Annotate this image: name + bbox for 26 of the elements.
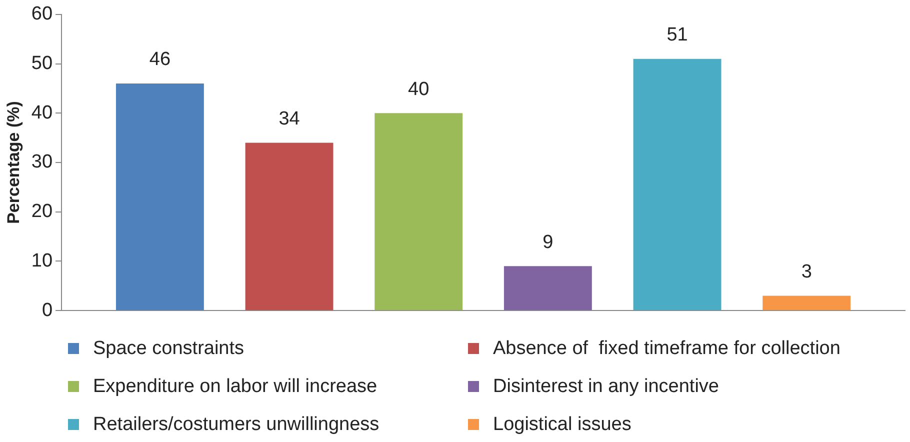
bar (374, 113, 463, 310)
legend-label: Absence of fixed timeframe for collection (493, 338, 840, 360)
y-tick-label: 50 (31, 53, 53, 74)
data-label: 9 (542, 232, 554, 253)
data-label: 51 (666, 24, 688, 46)
y-tick-label: 0 (42, 300, 53, 321)
y-tick-label: 40 (31, 102, 53, 124)
bar (116, 84, 204, 310)
y-axis-title: Percentage (%) (4, 101, 23, 224)
bar (762, 296, 851, 310)
data-label: 3 (801, 262, 812, 283)
bar (245, 142, 334, 310)
legend-label: Logistical issues (493, 414, 632, 436)
data-label: 40 (408, 78, 430, 100)
legend-label: Space constraints (93, 338, 244, 360)
y-tick-label: 60 (31, 4, 53, 25)
legend-label: Retailers/costumers unwillingness (93, 414, 380, 436)
bar (504, 266, 592, 310)
y-tick-label: 10 (31, 250, 53, 272)
y-tick-label: 30 (31, 152, 53, 173)
data-label: 46 (149, 49, 171, 70)
y-tick-label: 20 (31, 201, 53, 222)
legend-label: Disinterest in any incentive (493, 376, 719, 398)
legend-label: Expenditure on labor will increase (93, 376, 378, 398)
data-label: 34 (278, 108, 300, 130)
bar (633, 58, 722, 310)
